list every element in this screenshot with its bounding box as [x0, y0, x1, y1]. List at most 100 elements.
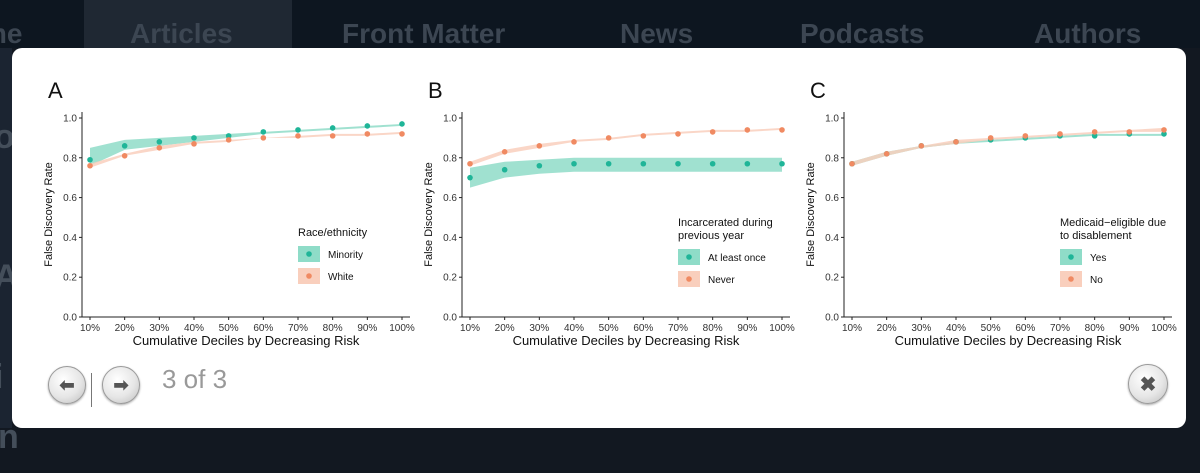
- data-point: [365, 131, 371, 137]
- y-tick-label: 0.6: [825, 193, 839, 204]
- y-tick-label: 0.4: [825, 233, 839, 244]
- legend-key-point-0: [306, 251, 312, 257]
- legend-title: Medicaid−eligible due to disablement: [1060, 217, 1166, 242]
- legend-label-0: Yes: [1090, 253, 1106, 264]
- data-point: [467, 161, 473, 167]
- data-point: [122, 153, 128, 159]
- y-tick-label: 0.2: [443, 273, 457, 284]
- y-tick-label: 0.8: [63, 153, 77, 164]
- data-point: [675, 161, 681, 167]
- panel-label: B: [428, 78, 443, 103]
- legend-label-0: Minority: [328, 250, 363, 261]
- data-point: [365, 123, 371, 129]
- confidence-band-0: [470, 158, 782, 188]
- data-point: [330, 125, 336, 131]
- x-tick-label: 100%: [389, 323, 415, 334]
- x-tick-label: 100%: [1151, 323, 1177, 334]
- y-axis-label: False Discovery Rate: [805, 162, 817, 267]
- chart-a-svg: A 0.0 0.2 0.4 0.6 0.8 1.0 10% 20% 30% 40% 50% 60% 70%…: [40, 76, 420, 376]
- data-point: [467, 175, 473, 181]
- y-tick-label: 0.2: [63, 273, 77, 284]
- data-point: [157, 145, 163, 151]
- data-point: [122, 143, 128, 149]
- data-point: [295, 133, 301, 139]
- data-point: [330, 133, 336, 139]
- chart-panel-a: A 0.0 0.2 0.4 0.6 0.8 1.0 10% 20% 30% 40% 50% 60% 70%…: [40, 76, 420, 406]
- x-tick-label: 90%: [737, 323, 757, 334]
- data-point: [157, 139, 163, 145]
- prev-button[interactable]: ⬅︎: [48, 366, 86, 404]
- data-point: [261, 135, 267, 141]
- confidence-band-1: [852, 128, 1164, 166]
- data-point: [1092, 129, 1098, 135]
- legend-title: Race/ethnicity: [298, 227, 368, 239]
- bg-nav-item-authors: Authors: [1034, 18, 1141, 50]
- legend-key-point-1: [1068, 276, 1074, 282]
- y-tick-label: 0.0: [63, 313, 77, 324]
- y-tick-label: 0.4: [443, 233, 457, 244]
- data-point: [606, 161, 612, 167]
- data-point: [779, 161, 785, 167]
- data-point: [261, 129, 267, 135]
- y-tick-label: 0.6: [63, 193, 77, 204]
- panel-label: A: [48, 78, 63, 103]
- data-point: [1023, 133, 1029, 139]
- data-point: [953, 139, 959, 145]
- close-icon: ✖︎: [1140, 372, 1157, 397]
- legend-label-0: At least once: [708, 253, 766, 264]
- data-point: [226, 137, 232, 143]
- x-axis-label: Cumulative Deciles by Decreasing Risk: [895, 333, 1122, 348]
- y-axis-label: False Discovery Rate: [43, 162, 55, 267]
- data-point: [399, 121, 405, 127]
- close-button[interactable]: ✖︎: [1128, 364, 1168, 404]
- chart-b-svg: B0.00.20.40.60.81.010% 20% 30% 40% 50% 60% 70%…: [420, 76, 800, 376]
- y-axis-label: False Discovery Rate: [423, 162, 435, 267]
- image-counter: 3 of 3: [162, 364, 227, 395]
- data-point: [919, 143, 925, 149]
- data-point: [502, 149, 508, 155]
- x-axis-label: Cumulative Deciles by Decreasing Risk: [133, 333, 360, 348]
- legend-label-1: Never: [708, 275, 735, 286]
- legend-key-point-1: [306, 273, 312, 279]
- data-point: [745, 127, 751, 133]
- data-point: [502, 167, 508, 173]
- legend-label-1: White: [328, 272, 354, 283]
- confidence-band-0: [90, 124, 402, 166]
- bg-nav-item-news: News: [620, 18, 693, 50]
- panel-label: C: [810, 78, 826, 103]
- legend-label-1: No: [1090, 275, 1103, 286]
- data-point: [710, 161, 716, 167]
- nav-divider: [91, 373, 92, 407]
- data-point: [399, 131, 405, 137]
- bg-nav-item-articles: Articles: [130, 18, 233, 50]
- x-tick-label: 90%: [1119, 323, 1139, 334]
- x-axis-label: Cumulative Deciles by Decreasing Risk: [513, 333, 740, 348]
- next-button[interactable]: ➡︎: [102, 366, 140, 404]
- y-tick-label: 1.0: [63, 113, 77, 124]
- x-tick-label: 100%: [769, 323, 795, 334]
- y-tick-label: 0.0: [825, 313, 839, 324]
- y-tick-label: 1.0: [443, 113, 457, 124]
- y-tick-label: 1.0: [825, 113, 839, 124]
- y-tick-label: 0.6: [443, 193, 457, 204]
- data-point: [295, 127, 301, 133]
- data-point: [191, 141, 197, 147]
- chart-c-svg: C0.00.20.40.60.81.010% 20% 30% 40% 50% 60% 70%…: [802, 76, 1182, 376]
- data-point: [1127, 129, 1133, 135]
- data-point: [745, 161, 751, 167]
- y-tick-label: 0.8: [825, 153, 839, 164]
- background-nav-bar: me Articles Front Matter News Podcasts A…: [0, 0, 1200, 48]
- data-point: [537, 163, 543, 169]
- data-point: [87, 157, 93, 163]
- bg-left-fragment-2: i: [0, 358, 3, 397]
- data-point: [571, 139, 577, 145]
- legend-key-point-0: [686, 254, 692, 260]
- arrow-right-icon: ➡︎: [113, 375, 128, 396]
- legend-key-point-0: [1068, 254, 1074, 260]
- chart-panel-c: C 0.0 0.2 0.4 0.6 0.8 1.0 10% 20% 30% 40% 50% 60% 70%…: [802, 76, 1182, 406]
- legend-key-point-1: [686, 276, 692, 282]
- image-viewer-modal: A 0.0 0.2 0.4 0.6 0.8 1.0 10% 20% 30% 40% 50% 60% 70%…: [12, 48, 1186, 428]
- x-tick-label: 10%: [460, 323, 480, 334]
- data-point: [571, 161, 577, 167]
- data-point: [191, 135, 197, 141]
